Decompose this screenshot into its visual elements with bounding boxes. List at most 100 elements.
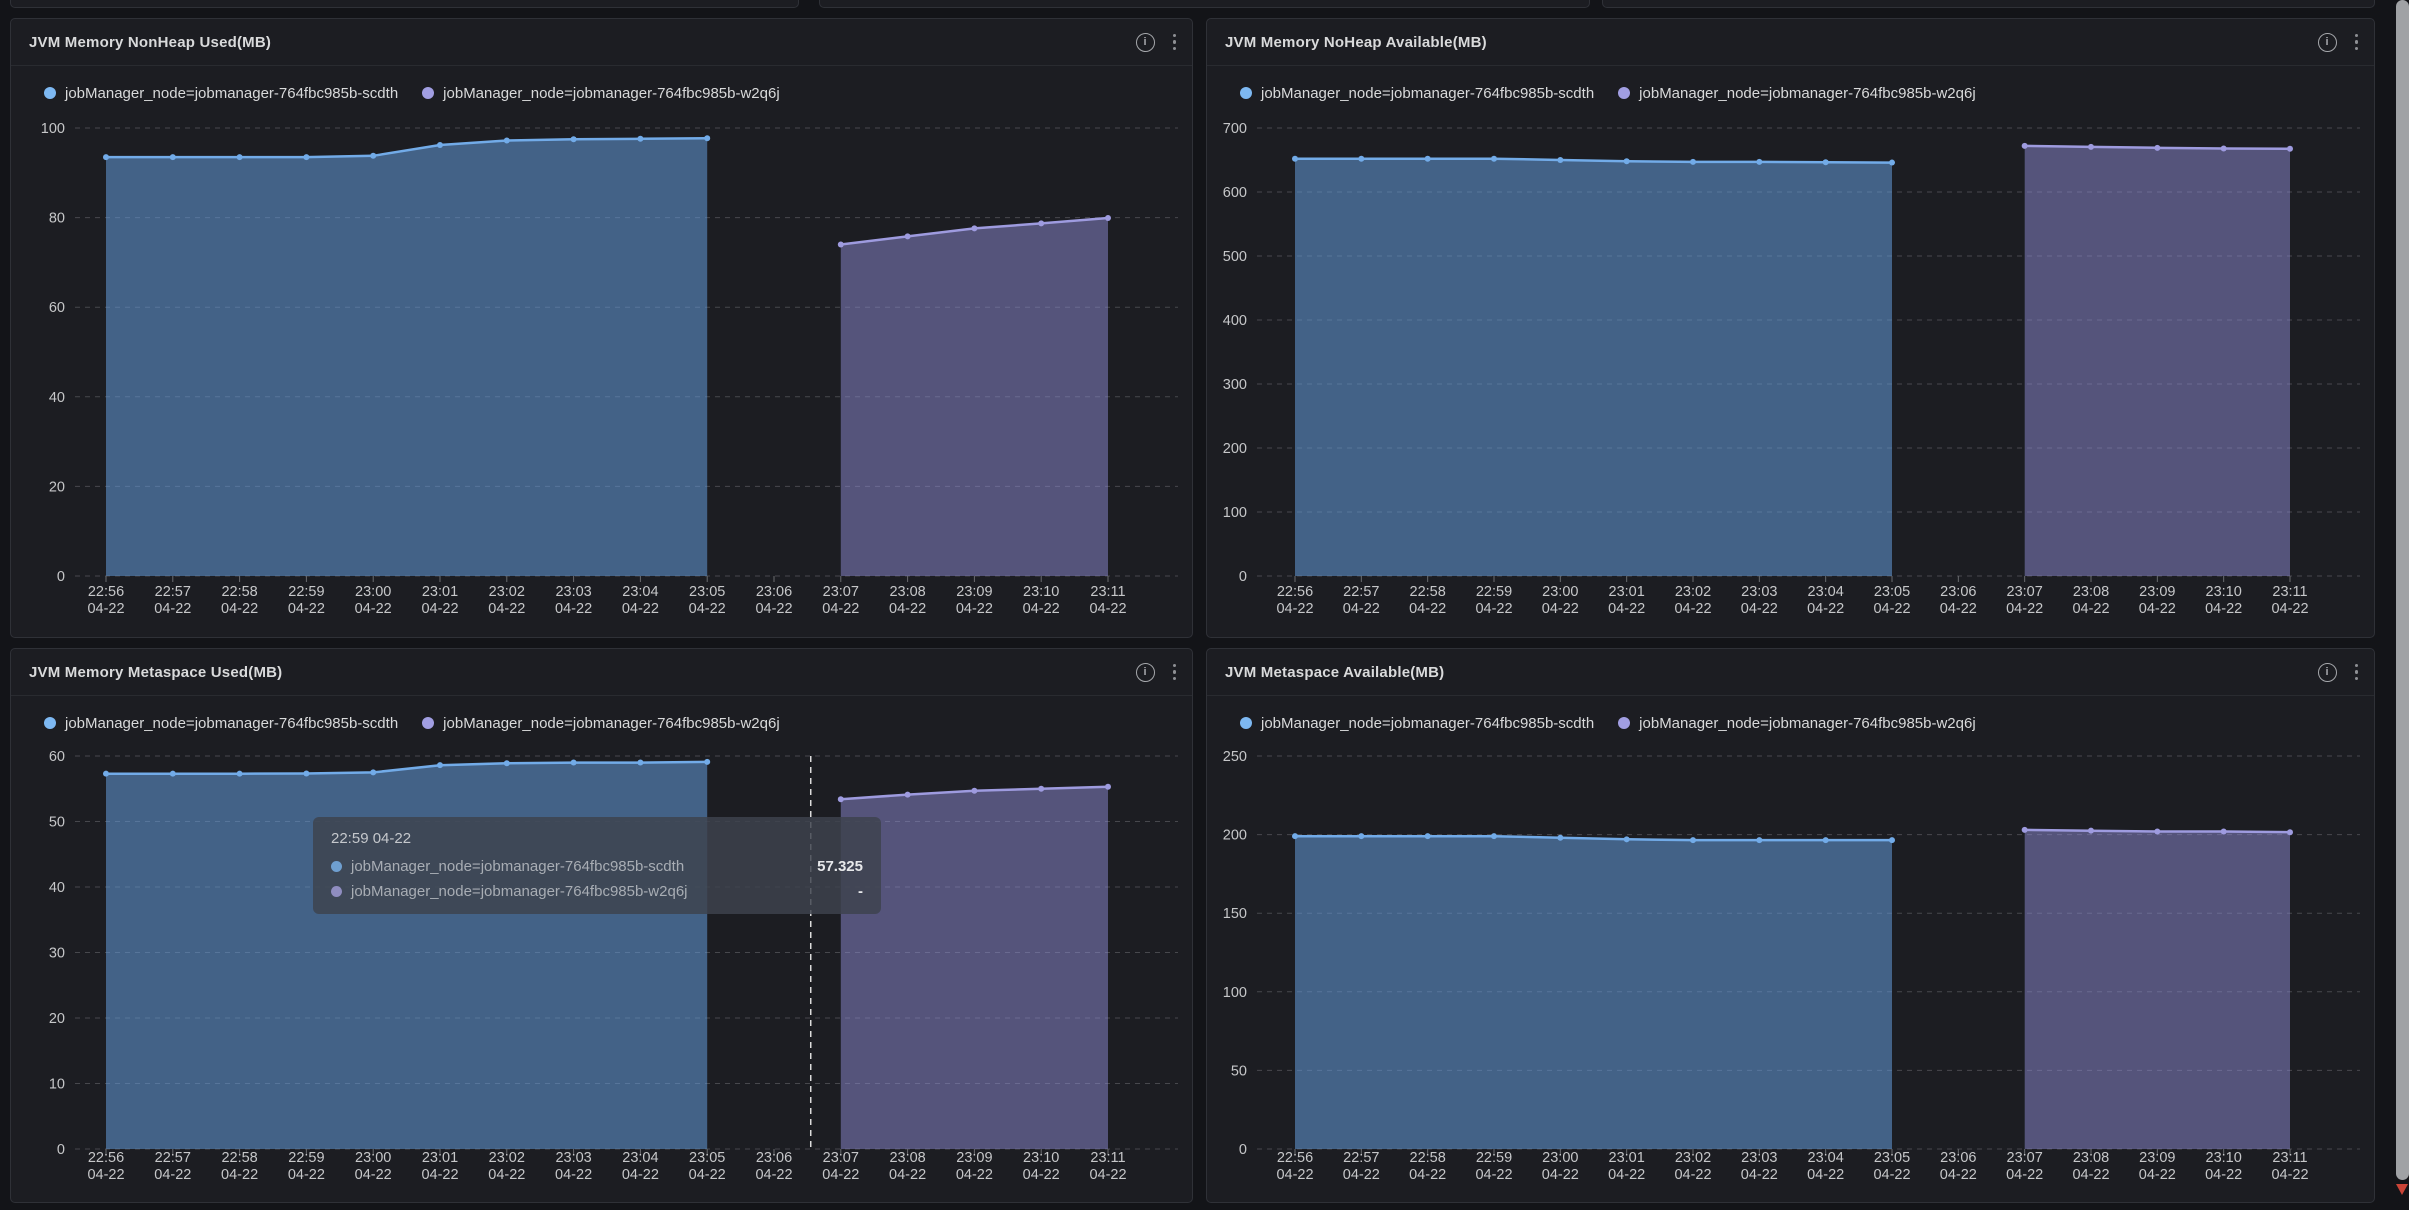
svg-text:04-22: 04-22 xyxy=(1475,601,1512,617)
svg-text:23:01: 23:01 xyxy=(422,584,458,600)
kebab-menu-icon[interactable] xyxy=(2353,662,2361,683)
svg-text:60: 60 xyxy=(49,749,65,765)
svg-text:22:59: 22:59 xyxy=(288,1150,324,1166)
legend-label: jobManager_node=jobmanager-764fbc985b-w2… xyxy=(443,84,780,102)
legend-item[interactable]: jobManager_node=jobmanager-764fbc985b-w2… xyxy=(422,85,780,102)
svg-text:50: 50 xyxy=(49,815,65,831)
panel-title: JVM Metaspace Available(MB) xyxy=(1225,663,1445,681)
svg-text:04-22: 04-22 xyxy=(889,601,926,617)
area-chart-canvas[interactable]: 010020030040050060070022:5604-2222:5704-… xyxy=(1207,101,2374,637)
area-chart-canvas[interactable]: 02040608010022:5604-2222:5704-2222:5804-… xyxy=(11,101,1192,637)
svg-text:04-22: 04-22 xyxy=(1475,1167,1512,1183)
svg-text:23:03: 23:03 xyxy=(1741,1150,1777,1166)
svg-text:23:03: 23:03 xyxy=(1741,584,1777,600)
svg-text:22:57: 22:57 xyxy=(1343,584,1379,600)
area-chart-canvas[interactable]: 05010015020025022:5604-2222:5704-2222:58… xyxy=(1207,731,2374,1202)
scrolled-panel-edge xyxy=(819,0,1590,8)
svg-text:04-22: 04-22 xyxy=(2139,1167,2176,1183)
svg-text:23:04: 23:04 xyxy=(1808,1150,1844,1166)
svg-text:20: 20 xyxy=(49,479,65,495)
svg-text:04-22: 04-22 xyxy=(1940,601,1977,617)
scrolled-panel-edge xyxy=(10,0,799,8)
panel-titlebar: JVM Metaspace Available(MB) i xyxy=(1207,649,2374,696)
svg-text:04-22: 04-22 xyxy=(1674,601,1711,617)
tooltip-series-value: 57.325 xyxy=(817,858,863,875)
svg-text:23:04: 23:04 xyxy=(622,584,658,600)
tooltip-series-label: jobManager_node=jobmanager-764fbc985b-sc… xyxy=(351,858,685,875)
svg-text:150: 150 xyxy=(1223,906,1247,922)
tooltip-row: jobManager_node=jobmanager-764fbc985b-w2… xyxy=(331,883,863,900)
svg-text:23:03: 23:03 xyxy=(555,584,591,600)
svg-text:04-22: 04-22 xyxy=(221,601,258,617)
svg-text:0: 0 xyxy=(1239,569,1247,585)
legend-item[interactable]: jobManager_node=jobmanager-764fbc985b-sc… xyxy=(1240,85,1594,102)
svg-text:23:08: 23:08 xyxy=(889,1150,925,1166)
kebab-menu-icon[interactable] xyxy=(1171,32,1179,53)
svg-text:04-22: 04-22 xyxy=(288,1167,325,1183)
svg-text:23:01: 23:01 xyxy=(422,1150,458,1166)
svg-text:22:57: 22:57 xyxy=(1343,1150,1379,1166)
svg-text:04-22: 04-22 xyxy=(1276,601,1313,617)
area-chart-canvas[interactable]: 010203040506022:5604-2222:5704-2222:5804… xyxy=(11,731,1192,1202)
svg-text:100: 100 xyxy=(1223,505,1247,521)
panel-jvm-memory-noheap-available: JVM Memory NoHeap Available(MB) i jobMan… xyxy=(1206,18,2375,638)
svg-text:04-22: 04-22 xyxy=(1409,601,1446,617)
panel-actions: i xyxy=(1135,649,1179,695)
vertical-scrollbar-thumb[interactable] xyxy=(2396,0,2409,1180)
chart-legend: jobManager_node=jobmanager-764fbc985b-sc… xyxy=(11,696,1192,735)
svg-text:04-22: 04-22 xyxy=(2271,1167,2308,1183)
kebab-menu-icon[interactable] xyxy=(2353,32,2361,53)
svg-text:0: 0 xyxy=(1239,1142,1247,1158)
kebab-menu-icon[interactable] xyxy=(1171,662,1179,683)
svg-text:04-22: 04-22 xyxy=(1940,1167,1977,1183)
svg-text:23:06: 23:06 xyxy=(756,1150,792,1166)
legend-item[interactable]: jobManager_node=jobmanager-764fbc985b-sc… xyxy=(44,85,398,102)
svg-text:23:10: 23:10 xyxy=(1023,1150,1059,1166)
svg-text:22:56: 22:56 xyxy=(1277,1150,1313,1166)
svg-text:500: 500 xyxy=(1223,249,1247,265)
svg-text:04-22: 04-22 xyxy=(154,601,191,617)
chart-legend: jobManager_node=jobmanager-764fbc985b-sc… xyxy=(11,66,1192,105)
svg-text:23:05: 23:05 xyxy=(1874,584,1910,600)
svg-text:04-22: 04-22 xyxy=(1089,1167,1126,1183)
legend-item[interactable]: jobManager_node=jobmanager-764fbc985b-w2… xyxy=(1618,85,1976,102)
svg-text:23:07: 23:07 xyxy=(2007,584,2043,600)
svg-text:22:58: 22:58 xyxy=(221,584,257,600)
svg-text:23:08: 23:08 xyxy=(2073,1150,2109,1166)
svg-text:23:00: 23:00 xyxy=(1542,1150,1578,1166)
info-icon[interactable]: i xyxy=(1135,32,1155,52)
legend-item[interactable]: jobManager_node=jobmanager-764fbc985b-sc… xyxy=(1240,715,1594,732)
svg-text:04-22: 04-22 xyxy=(1023,1167,1060,1183)
legend-label: jobManager_node=jobmanager-764fbc985b-w2… xyxy=(443,714,780,732)
svg-text:22:59: 22:59 xyxy=(288,584,324,600)
svg-text:23:02: 23:02 xyxy=(1675,1150,1711,1166)
svg-text:23:09: 23:09 xyxy=(2139,584,2175,600)
info-icon[interactable]: i xyxy=(2317,32,2337,52)
info-icon[interactable]: i xyxy=(2317,662,2337,682)
legend-item[interactable]: jobManager_node=jobmanager-764fbc985b-w2… xyxy=(1618,715,1976,732)
series-dot-icon xyxy=(1618,717,1631,729)
svg-text:22:57: 22:57 xyxy=(155,584,191,600)
svg-text:23:06: 23:06 xyxy=(1940,1150,1976,1166)
svg-text:04-22: 04-22 xyxy=(1741,1167,1778,1183)
svg-text:23:11: 23:11 xyxy=(1090,1150,1125,1166)
svg-text:23:09: 23:09 xyxy=(2139,1150,2175,1166)
legend-item[interactable]: jobManager_node=jobmanager-764fbc985b-sc… xyxy=(44,715,398,732)
svg-text:23:04: 23:04 xyxy=(622,1150,658,1166)
legend-label: jobManager_node=jobmanager-764fbc985b-sc… xyxy=(1261,714,1595,732)
svg-text:10: 10 xyxy=(49,1077,65,1093)
svg-text:23:10: 23:10 xyxy=(2206,584,2242,600)
svg-text:60: 60 xyxy=(49,300,65,316)
svg-text:250: 250 xyxy=(1223,749,1247,765)
svg-text:23:02: 23:02 xyxy=(489,584,525,600)
panel-titlebar: JVM Memory NoHeap Available(MB) i xyxy=(1207,19,2374,66)
svg-text:04-22: 04-22 xyxy=(1542,1167,1579,1183)
svg-text:04-22: 04-22 xyxy=(2072,601,2109,617)
svg-text:04-22: 04-22 xyxy=(2072,1167,2109,1183)
panel-actions: i xyxy=(2317,19,2361,65)
legend-item[interactable]: jobManager_node=jobmanager-764fbc985b-w2… xyxy=(422,715,780,732)
scroll-down-arrow-icon[interactable] xyxy=(2396,1184,2408,1195)
svg-text:23:01: 23:01 xyxy=(1609,1150,1645,1166)
svg-text:04-22: 04-22 xyxy=(1608,601,1645,617)
info-icon[interactable]: i xyxy=(1135,662,1155,682)
